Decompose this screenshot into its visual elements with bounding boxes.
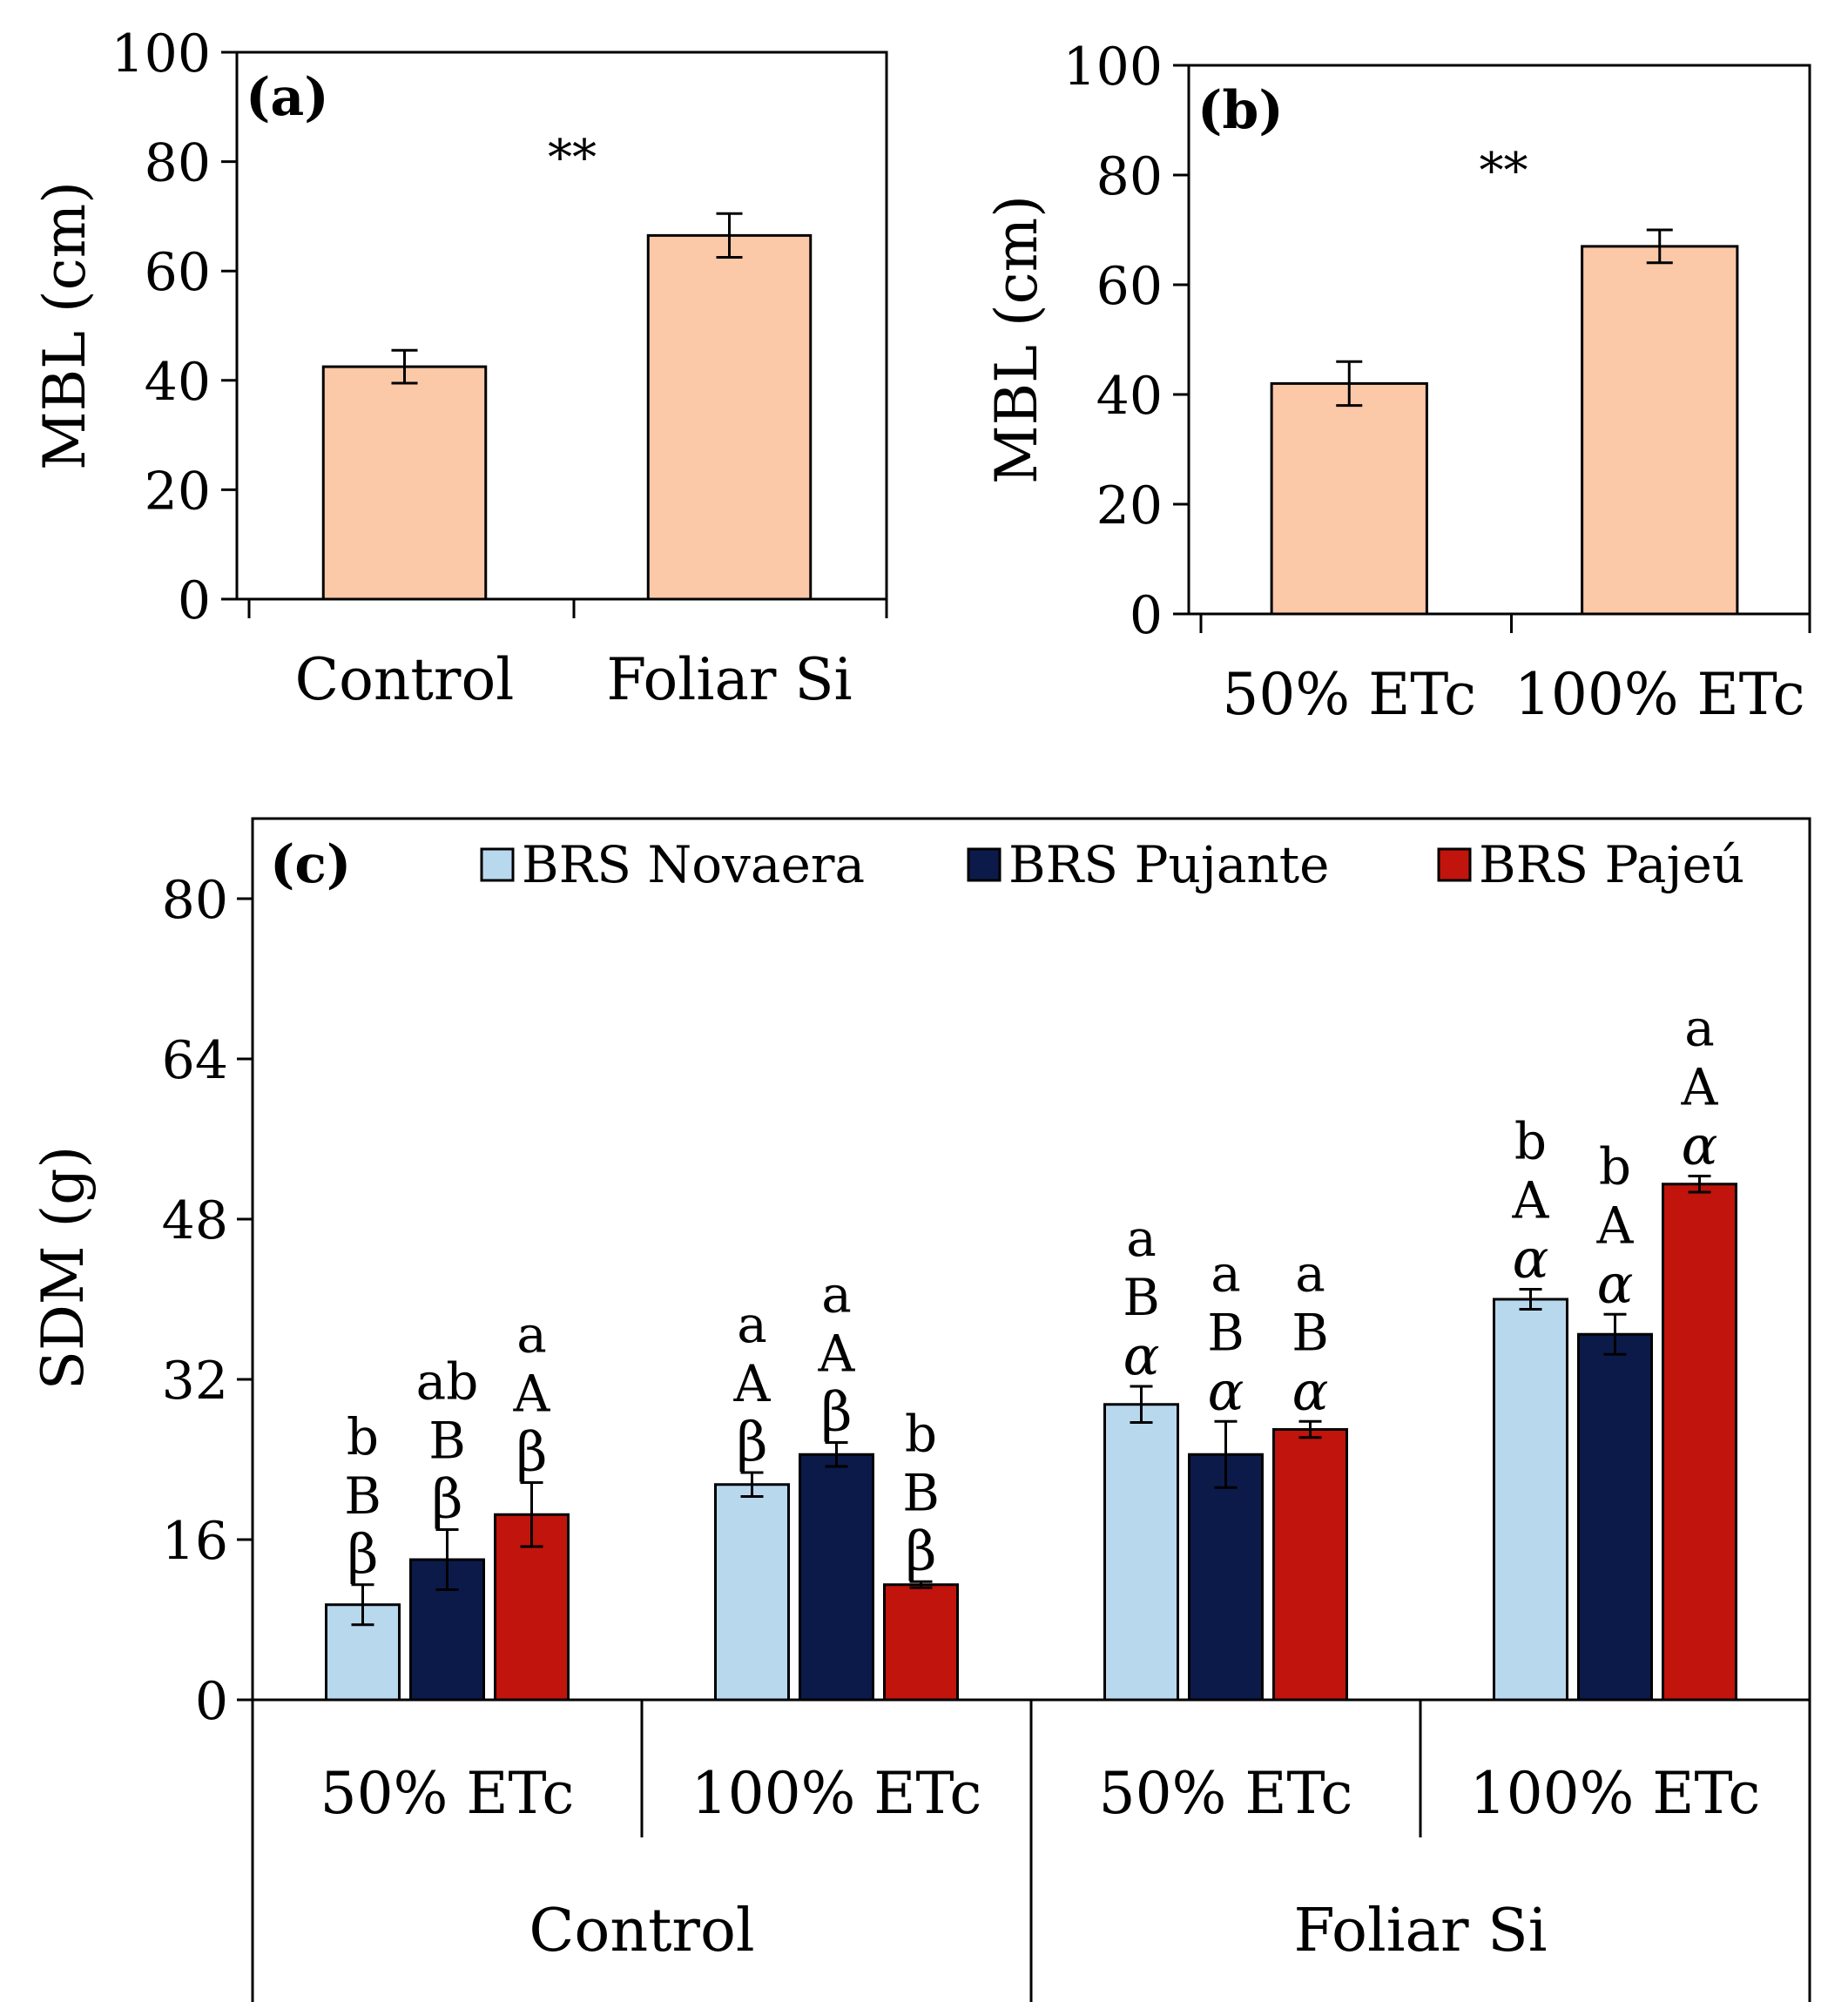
significance-letter: B	[344, 1466, 381, 1526]
significance-marker: **	[548, 130, 597, 186]
significance-letter: α	[1597, 1251, 1634, 1315]
x-category-label: 50% ETc	[1099, 1760, 1353, 1827]
x-category-label: Control	[295, 646, 515, 713]
significance-letter: a	[516, 1304, 547, 1364]
y-tick-label: 80	[145, 133, 211, 194]
x-category-label: 50% ETc	[1222, 661, 1476, 728]
y-axis-label: MBL (cm)	[31, 181, 98, 470]
significance-letter: A	[1512, 1171, 1550, 1230]
significance-letter: A	[1596, 1196, 1635, 1255]
y-axis-label: MBL (cm)	[983, 195, 1050, 484]
bar-brs-pajeú	[1662, 1183, 1737, 1702]
significance-letter: A	[733, 1354, 772, 1413]
y-tick-label: 64	[162, 1030, 228, 1091]
significance-letter: β	[821, 1379, 853, 1443]
x-category-label: 50% ETc	[320, 1760, 575, 1827]
panel-frame	[235, 51, 888, 601]
y-tick-label: 60	[145, 242, 211, 303]
significance-letter: A	[513, 1364, 551, 1423]
y-tick-label: 0	[195, 1671, 228, 1732]
legend-swatch	[1437, 847, 1472, 882]
y-tick-label: 32	[162, 1351, 228, 1412]
significance-letter: b	[1514, 1112, 1547, 1171]
y-tick-label: 80	[162, 870, 228, 931]
bar-1	[321, 365, 488, 601]
significance-marker: **	[1480, 143, 1528, 199]
legend-label: BRS Pajeú	[1479, 835, 1744, 894]
y-axis-label: SDM (g)	[30, 1146, 97, 1390]
y-tick-label: 0	[1130, 585, 1163, 646]
significance-letter: B	[428, 1412, 466, 1471]
bar-1	[1270, 381, 1428, 616]
significance-letter: B	[902, 1463, 940, 1522]
bar-brs-pujante	[799, 1453, 874, 1702]
y-tick-label: 60	[1096, 256, 1163, 317]
significance-letter: a	[1295, 1244, 1325, 1303]
significance-letter: ab	[416, 1352, 479, 1412]
x-category-label: 100% ETc	[1514, 661, 1805, 728]
group-label: Control	[529, 1897, 754, 1965]
significance-letter: A	[818, 1324, 856, 1383]
panel-label: (c)	[270, 834, 351, 895]
x-category-label: Foliar Si	[606, 646, 852, 713]
bar-2	[646, 233, 813, 601]
group-label: Foliar Si	[1294, 1897, 1548, 1965]
significance-letter: a	[1211, 1244, 1241, 1303]
significance-letter: B	[1292, 1303, 1329, 1362]
significance-letter: β	[906, 1519, 937, 1582]
y-tick-label: 80	[1096, 146, 1163, 207]
bar-brs-novaera	[1103, 1403, 1179, 1702]
y-tick-label: 20	[145, 461, 211, 522]
significance-letter: B	[1123, 1268, 1160, 1327]
bar-brs-pujante	[1188, 1453, 1264, 1702]
legend-swatch	[967, 847, 1002, 882]
bar-brs-novaera	[1493, 1298, 1568, 1702]
significance-letter: α	[1208, 1358, 1244, 1422]
panel-frame	[251, 817, 1811, 1702]
y-tick-label: 48	[162, 1190, 228, 1251]
y-tick-label: 100	[1062, 37, 1163, 98]
x-category-label: 100% ETc	[1470, 1760, 1761, 1827]
significance-letter: α	[1292, 1358, 1329, 1422]
y-tick-label: 20	[1096, 475, 1163, 536]
significance-letter: α	[1513, 1227, 1549, 1291]
y-tick-label: 16	[162, 1511, 228, 1572]
y-tick-label: 100	[111, 24, 211, 84]
significance-letter: b	[1599, 1136, 1631, 1196]
panel-label: (b)	[1197, 80, 1284, 141]
significance-letter: B	[1207, 1303, 1244, 1362]
bar-brs-pajeú	[1272, 1428, 1348, 1702]
significance-letter: β	[432, 1467, 463, 1531]
significance-letter: a	[1126, 1209, 1157, 1268]
panel-label: (a)	[246, 67, 329, 128]
significance-letter: β	[516, 1419, 548, 1483]
bar-2	[1581, 245, 1739, 616]
significance-letter: a	[737, 1295, 767, 1354]
significance-letter: β	[737, 1410, 768, 1473]
significance-letter: A	[1681, 1058, 1719, 1117]
legend-label: BRS Novaera	[522, 835, 865, 894]
significance-letter: a	[821, 1264, 852, 1324]
significance-letter: b	[347, 1407, 379, 1466]
significance-letter: α	[1682, 1114, 1718, 1177]
y-tick-label: 40	[145, 352, 211, 413]
bar-brs-pajeú	[883, 1583, 959, 1702]
y-tick-label: 40	[1096, 366, 1163, 427]
legend-label: BRS Pujante	[1008, 835, 1329, 894]
panel-frame	[1187, 64, 1811, 616]
y-tick-label: 0	[178, 570, 211, 631]
legend-swatch	[480, 847, 515, 882]
bar-brs-pujante	[1577, 1332, 1653, 1702]
bar-brs-novaera	[714, 1483, 790, 1702]
x-category-label: 100% ETc	[691, 1760, 982, 1827]
significance-letter: a	[1684, 999, 1715, 1058]
significance-letter: b	[905, 1404, 937, 1463]
significance-letter: α	[1123, 1324, 1160, 1387]
significance-letter: β	[347, 1522, 379, 1586]
